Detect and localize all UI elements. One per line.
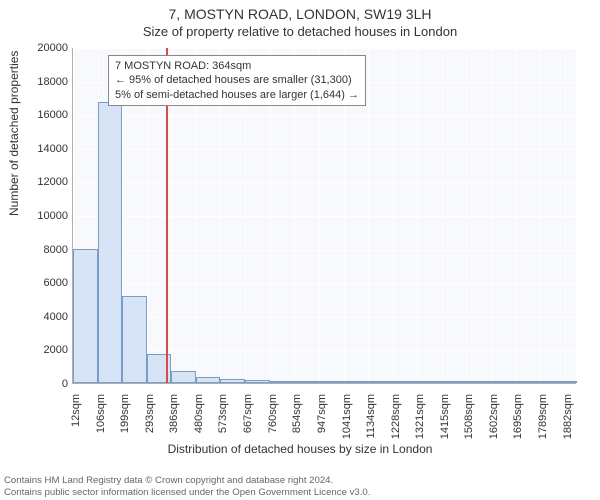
xtick-label: 386sqm <box>168 394 180 454</box>
footer-line1: Contains HM Land Registry data © Crown c… <box>4 475 370 487</box>
xtick-label: 1882sqm <box>562 394 574 454</box>
histogram-bar <box>319 381 344 383</box>
xtick-label: 947sqm <box>316 394 328 454</box>
ytick-label: 12000 <box>8 176 68 188</box>
xtick-label: 1134sqm <box>365 394 377 454</box>
gridline-h <box>73 115 576 116</box>
xtick-label: 1789sqm <box>537 394 549 454</box>
histogram-bar <box>270 381 295 383</box>
gridline-h <box>73 216 576 217</box>
gridline-v <box>368 48 369 383</box>
xtick-label: 1415sqm <box>439 394 451 454</box>
histogram-bar <box>344 381 368 383</box>
xtick-label: 760sqm <box>267 394 279 454</box>
gridline-v <box>540 48 541 383</box>
histogram-bar <box>565 381 577 383</box>
gridline-v <box>565 48 566 383</box>
histogram-bar <box>417 381 442 383</box>
annotation-line1: 7 MOSTYN ROAD: 364sqm <box>115 59 359 73</box>
gridline-h <box>73 149 576 150</box>
histogram-bar <box>491 381 515 383</box>
xtick-label: 480sqm <box>193 394 205 454</box>
histogram-bar <box>171 371 196 383</box>
histogram-bar <box>196 377 220 383</box>
xtick-label: 106sqm <box>95 394 107 454</box>
chart-title-line1: 7, MOSTYN ROAD, LONDON, SW19 3LH <box>0 6 600 22</box>
histogram-bar <box>122 296 147 383</box>
histogram-bar <box>442 381 466 383</box>
xtick-label: 293sqm <box>144 394 156 454</box>
gridline-h <box>73 182 576 183</box>
chart-container: 7, MOSTYN ROAD, LONDON, SW19 3LH Size of… <box>0 0 600 500</box>
gridline-v <box>417 48 418 383</box>
ytick-label: 2000 <box>8 344 68 356</box>
chart-title-line2: Size of property relative to detached ho… <box>0 24 600 39</box>
histogram-bar <box>540 381 564 383</box>
histogram-bar <box>294 381 318 383</box>
gridline-v <box>491 48 492 383</box>
histogram-bar <box>220 379 245 383</box>
xtick-label: 1602sqm <box>488 394 500 454</box>
histogram-bar <box>245 380 269 383</box>
gridline-v <box>515 48 516 383</box>
histogram-bar <box>393 381 417 383</box>
xtick-label: 1228sqm <box>390 394 402 454</box>
gridline-h <box>73 350 576 351</box>
gridline-h <box>73 384 576 385</box>
gridline-v <box>442 48 443 383</box>
ytick-label: 14000 <box>8 143 68 155</box>
annotation-line3: 5% of semi-detached houses are larger (1… <box>115 88 359 102</box>
gridline-h <box>73 317 576 318</box>
xtick-label: 1508sqm <box>463 394 475 454</box>
gridline-h <box>73 48 576 49</box>
xtick-label: 854sqm <box>291 394 303 454</box>
xtick-label: 1041sqm <box>341 394 353 454</box>
ytick-label: 18000 <box>8 76 68 88</box>
xtick-label: 1321sqm <box>414 394 426 454</box>
ytick-label: 0 <box>8 378 68 390</box>
gridline-v <box>466 48 467 383</box>
annotation-box: 7 MOSTYN ROAD: 364sqm ← 95% of detached … <box>108 55 366 106</box>
histogram-bar <box>98 102 122 383</box>
annotation-line2: ← 95% of detached houses are smaller (31… <box>115 73 359 87</box>
ytick-label: 6000 <box>8 277 68 289</box>
gridline-h <box>73 283 576 284</box>
ytick-label: 20000 <box>8 42 68 54</box>
xtick-label: 573sqm <box>217 394 229 454</box>
histogram-bar <box>466 381 491 383</box>
gridline-v <box>393 48 394 383</box>
ytick-label: 16000 <box>8 109 68 121</box>
xtick-label: 667sqm <box>242 394 254 454</box>
ytick-label: 4000 <box>8 311 68 323</box>
histogram-bar <box>73 249 98 383</box>
xtick-label: 12sqm <box>70 394 82 454</box>
footer-attribution: Contains HM Land Registry data © Crown c… <box>4 475 370 498</box>
gridline-h <box>73 250 576 251</box>
xtick-label: 199sqm <box>119 394 131 454</box>
footer-line2: Contains public sector information licen… <box>4 487 370 499</box>
ytick-label: 8000 <box>8 244 68 256</box>
xtick-label: 1695sqm <box>512 394 524 454</box>
ytick-label: 10000 <box>8 210 68 222</box>
histogram-bar <box>515 381 540 383</box>
histogram-bar <box>147 354 171 383</box>
histogram-bar <box>368 381 393 383</box>
